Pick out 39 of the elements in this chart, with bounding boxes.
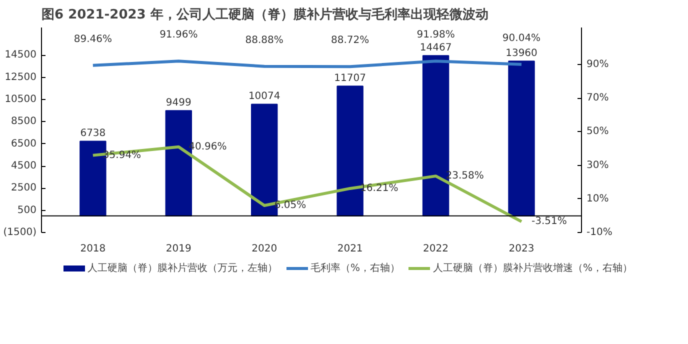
x-tick-label: 2023 xyxy=(508,244,534,254)
y-tick-label: 10500 xyxy=(4,94,36,106)
y-tick-label: 8500 xyxy=(11,116,37,128)
y2-tick-label: 50% xyxy=(586,126,609,138)
data-label: 91.98% xyxy=(416,30,455,41)
x-tick-label: 2021 xyxy=(337,244,363,254)
data-label: 9499 xyxy=(166,98,192,109)
data-label: 6738 xyxy=(80,128,106,140)
data-label: 89.46% xyxy=(74,34,112,45)
y-tick-label: 500 xyxy=(17,204,37,216)
y-tick-label: 2500 xyxy=(11,182,37,194)
data-label: 13960 xyxy=(506,48,538,60)
data-label: 90.04% xyxy=(502,32,541,44)
y2-tick-label: 10% xyxy=(586,193,609,204)
legend-label: 人工硬脑（脊）膜补片营收增速（%，右轴） xyxy=(433,262,633,275)
data-label: 88.88% xyxy=(245,34,284,46)
y2-tick-label: -10% xyxy=(586,227,612,238)
data-label: 14467 xyxy=(420,42,452,54)
y-tick-label: 12500 xyxy=(4,72,36,83)
chart-title: 图6 2021-2023 年，公司人工硬脑（脊）膜补片营收与毛利率出现轻微波动 xyxy=(42,6,488,22)
data-label: 10074 xyxy=(248,91,280,102)
legend-label: 人工硬脑（脊）膜补片营收（万元，左轴） xyxy=(87,262,278,275)
y-tick-label: (1500) xyxy=(3,227,37,238)
x-tick-label: 2019 xyxy=(166,244,192,254)
y-tick-label: 6500 xyxy=(11,138,37,150)
y-tick-label: 4500 xyxy=(11,160,37,172)
x-tick-label: 2022 xyxy=(423,244,449,254)
y2-tick-label: 30% xyxy=(586,160,609,171)
data-label: 11707 xyxy=(334,73,366,84)
bar xyxy=(508,60,535,216)
data-label: 88.72% xyxy=(331,35,370,46)
data-label: 91.96% xyxy=(160,30,198,41)
y2-tick-label: 90% xyxy=(586,58,609,70)
x-tick-label: 2018 xyxy=(80,244,106,254)
y-tick-label: 14500 xyxy=(4,50,36,61)
x-tick-label: 2020 xyxy=(252,244,278,254)
data-label: -3.51% xyxy=(532,216,567,228)
y2-tick-label: 70% xyxy=(586,92,609,104)
legend-label: 毛利率（%，右轴） xyxy=(310,262,400,275)
